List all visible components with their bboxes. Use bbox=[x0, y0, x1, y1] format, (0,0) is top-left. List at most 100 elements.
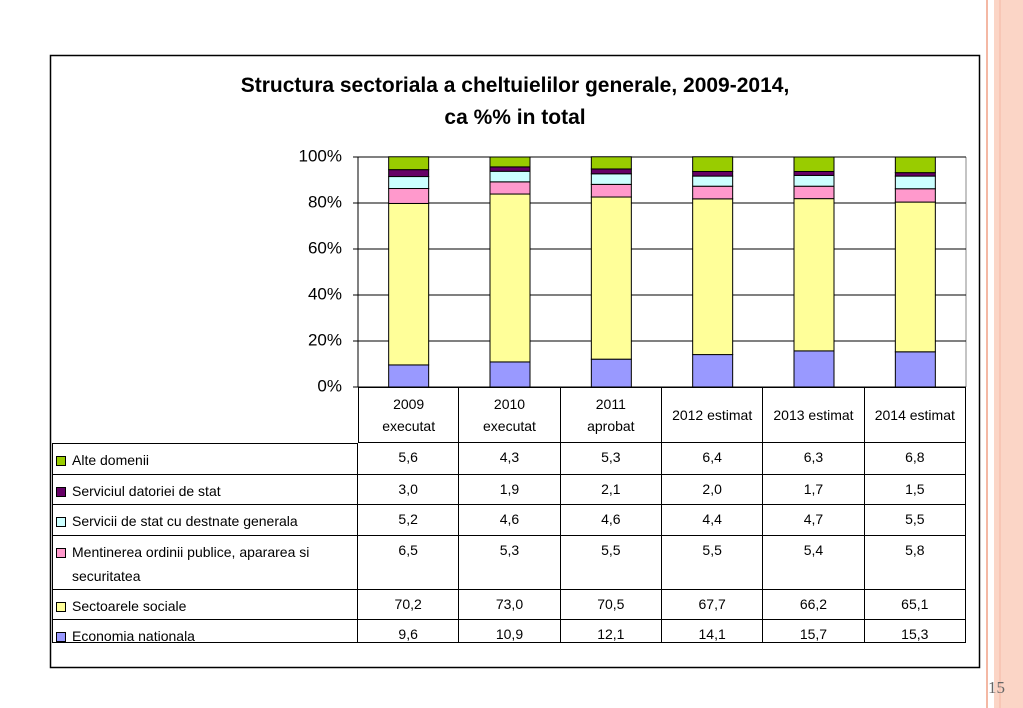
data-label: 4,7 bbox=[763, 505, 865, 536]
data-label: 3,0 bbox=[358, 475, 460, 505]
data-label: 6,3 bbox=[763, 443, 865, 475]
y-tick-label: 20% bbox=[308, 330, 342, 349]
data-label: 12,1 bbox=[560, 620, 662, 643]
data-label: 5,5 bbox=[864, 505, 966, 536]
x-tick-label: 2013 estimat bbox=[763, 387, 865, 443]
data-label: 6,4 bbox=[661, 443, 764, 475]
bar-segment bbox=[590, 156, 632, 170]
data-label: 73,0 bbox=[459, 590, 561, 620]
chart-title: Structura sectoriala a cheltuielilor gen… bbox=[240, 74, 790, 129]
data-label: 4,4 bbox=[661, 505, 764, 536]
bar-segment bbox=[590, 173, 632, 185]
y-tick-label: 80% bbox=[308, 192, 342, 211]
bar-segment bbox=[692, 198, 734, 356]
data-label: 5,5 bbox=[661, 536, 764, 590]
data-label: 65,1 bbox=[864, 590, 966, 620]
y-tick-label: 40% bbox=[308, 284, 342, 303]
legend-entry: Serviciul datoriei de stat bbox=[52, 475, 358, 505]
bar-segment bbox=[894, 188, 936, 203]
data-label: 9,6 bbox=[358, 620, 460, 643]
legend-entry: Sectoarele sociale bbox=[52, 590, 358, 620]
legend-label: Mentinerea ordinii publice, apararea si … bbox=[72, 544, 310, 584]
bar-segment bbox=[692, 175, 734, 187]
data-label: 5,2 bbox=[358, 505, 460, 536]
data-label: 5,6 bbox=[358, 443, 460, 475]
x-tick-label: 2009 executat bbox=[358, 387, 460, 443]
data-label: 4,3 bbox=[459, 443, 561, 475]
legend-label: Serviciul datoriei de stat bbox=[72, 483, 221, 499]
bar-segment bbox=[489, 361, 531, 388]
legend-entry: Servicii de stat cu destnate generala bbox=[52, 505, 358, 536]
data-label: 5,3 bbox=[459, 536, 561, 590]
data-label: 66,2 bbox=[763, 590, 865, 620]
data-label: 5,4 bbox=[763, 536, 865, 590]
legend-swatch bbox=[56, 487, 66, 497]
bar-segment bbox=[793, 350, 835, 388]
legend-entry: Mentinerea ordinii publice, apararea si … bbox=[52, 536, 358, 590]
legend-swatch bbox=[56, 517, 66, 527]
legend-swatch bbox=[56, 456, 66, 466]
data-label: 70,2 bbox=[358, 590, 460, 620]
data-label: 15,7 bbox=[763, 620, 865, 643]
decor-band bbox=[994, 0, 1023, 708]
bar-segment bbox=[388, 176, 430, 190]
bar-segment bbox=[692, 170, 734, 177]
data-label: 1,5 bbox=[864, 475, 966, 505]
data-label: 5,3 bbox=[560, 443, 662, 475]
legend-entry: Economia nationala bbox=[52, 620, 358, 644]
bar-segment bbox=[793, 174, 835, 187]
data-label: 2,1 bbox=[560, 475, 662, 505]
data-label: 1,7 bbox=[763, 475, 865, 505]
data-label: 67,7 bbox=[661, 590, 764, 620]
data-table: 2009 executat 2010 executat 2011 aprobat 20… bbox=[52, 387, 966, 644]
y-tick-label: 0% bbox=[317, 376, 342, 395]
data-label: 6,5 bbox=[358, 536, 460, 590]
x-tick-label: 2010 executat bbox=[459, 387, 561, 443]
bar-segment bbox=[793, 198, 835, 352]
bar-segment bbox=[793, 170, 835, 176]
bar-segment bbox=[388, 169, 430, 178]
bar-segment bbox=[692, 354, 734, 388]
legend-label: Alte domenii bbox=[72, 452, 150, 468]
table-corner bbox=[52, 387, 358, 443]
bar-segment bbox=[489, 170, 531, 183]
x-tick-label: 2011 aprobat bbox=[560, 387, 662, 443]
bar-segment bbox=[894, 201, 936, 353]
bar-segment bbox=[894, 175, 936, 190]
bar-segment bbox=[894, 156, 936, 174]
bar-segment bbox=[590, 358, 632, 388]
bar-segment bbox=[894, 351, 936, 388]
data-label: 14,1 bbox=[661, 620, 764, 643]
bar-segment bbox=[489, 193, 531, 363]
bar-segment bbox=[894, 172, 936, 177]
data-label: 1,9 bbox=[459, 475, 561, 505]
bar-segment bbox=[388, 188, 430, 204]
bar-segment bbox=[590, 168, 632, 175]
legend-swatch bbox=[56, 632, 66, 642]
data-label: 5,8 bbox=[864, 536, 966, 590]
data-label: 15,3 bbox=[864, 620, 966, 643]
data-label: 70,5 bbox=[560, 590, 662, 620]
y-tick-label: 60% bbox=[308, 238, 342, 257]
bar-segment bbox=[692, 156, 734, 172]
bar-segment bbox=[388, 202, 430, 366]
legend-label: Economia nationala bbox=[72, 628, 195, 644]
data-label: 4,6 bbox=[560, 505, 662, 536]
bar-segment bbox=[489, 156, 531, 168]
bar-segment bbox=[590, 196, 632, 360]
legend-label: Sectoarele sociale bbox=[72, 598, 187, 614]
data-label: 2,0 bbox=[661, 475, 764, 505]
data-label: 5,5 bbox=[560, 536, 662, 590]
bar-segment bbox=[692, 185, 734, 200]
page-number: 15 bbox=[988, 678, 1005, 697]
legend-entry: Alte domenii bbox=[52, 443, 358, 475]
y-tick-label: 100% bbox=[299, 146, 342, 165]
legend-swatch bbox=[56, 602, 66, 612]
bar-segment bbox=[489, 181, 531, 195]
data-label: 4,6 bbox=[459, 505, 561, 536]
bar-segment bbox=[793, 156, 835, 172]
chart-frame bbox=[49, 54, 981, 669]
bar-segment bbox=[388, 156, 430, 171]
